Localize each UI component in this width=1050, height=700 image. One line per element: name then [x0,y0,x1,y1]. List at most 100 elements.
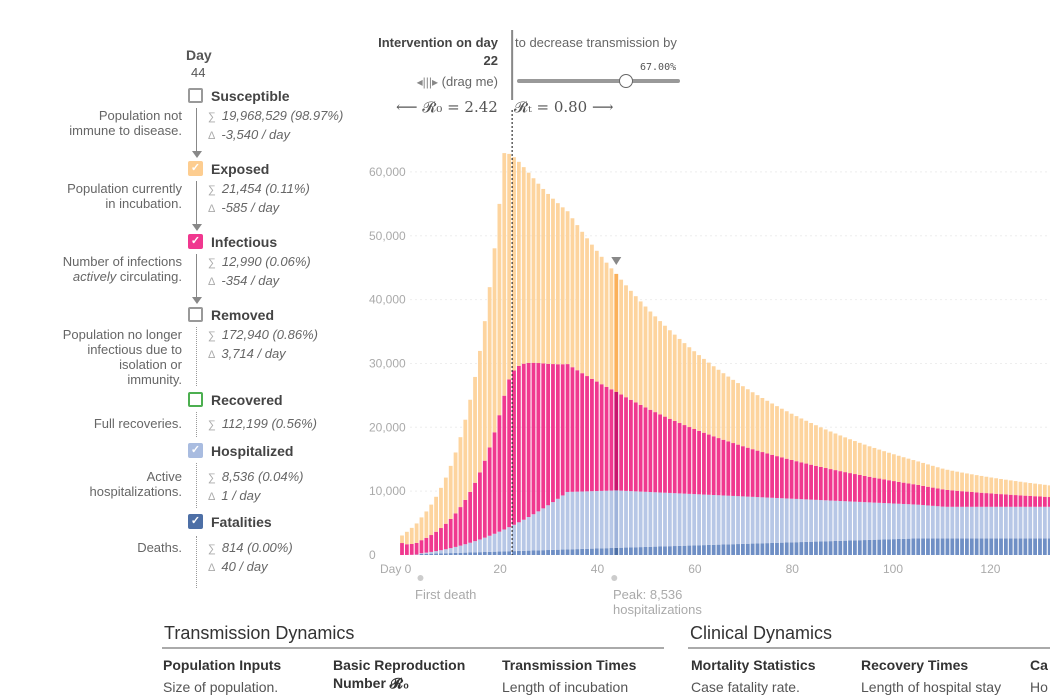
susceptible-checkbox[interactable] [188,88,203,103]
bar-hospitalized-day-111 [940,506,945,539]
bar-hospitalized-day-121 [989,506,994,539]
bar-hospitalized-day-34 [565,491,570,550]
bar-exposed-day-37 [580,231,585,374]
bar-exposed-day-13 [463,419,468,500]
bar-infectious-day-35 [570,367,575,492]
bar-infectious-day-0 [400,543,404,555]
bar-exposed-day-66 [721,373,726,440]
bar-infectious-day-63 [706,434,711,495]
recovered-description: Full recoveries. [93,416,182,431]
bar-fatalities-day-42 [604,548,609,555]
bar-hospitalized-day-28 [536,511,541,551]
bar-infectious-day-1 [404,544,409,555]
bar-fatalities-day-70 [741,543,745,555]
transmission-slider-knob[interactable] [619,74,634,88]
bar-infectious-day-42 [604,386,609,491]
bar-infectious-day-117 [969,491,974,507]
bar-fatalities-day-133 [1047,538,1050,555]
bar-fatalities-day-88 [828,541,833,555]
bar-infectious-day-25 [521,363,526,520]
bar-hospitalized-day-113 [950,506,955,539]
y-tick-label: 60,000 [369,165,406,179]
parameter-group-heading: Ca [1030,657,1048,673]
bar-exposed-day-40 [594,250,599,382]
bar-hospitalized-day-79 [784,498,789,543]
intervention-day: 22 [483,53,498,68]
bar-exposed-day-26 [526,172,531,363]
bar-hospitalized-day-57 [677,493,682,546]
bar-infectious-day-78 [779,457,784,499]
bar-hospitalized-day-26 [526,517,531,551]
bar-fatalities-day-124 [1003,538,1008,555]
drag-handle[interactable]: ◂|||▸ (drag me) [410,74,498,89]
delta-icon: Δ [208,349,216,361]
bar-fatalities-day-114 [955,538,960,555]
fatalities-checkbox[interactable]: ✓ [188,514,203,529]
bar-hospitalized-day-72 [750,496,755,544]
bar-exposed-day-113 [950,470,955,491]
bar-infectious-day-69 [736,444,740,497]
recovered-checkbox[interactable] [188,392,203,407]
bar-fatalities-day-69 [736,544,740,555]
transmission-slider-track[interactable] [517,79,680,83]
bar-infectious-day-76 [770,454,775,498]
bar-infectious-day-21 [502,395,507,530]
bar-infectious-day-66 [721,439,726,496]
bar-fatalities-day-31 [551,549,555,555]
bar-infectious-day-46 [624,397,628,491]
bar-fatalities-day-53 [658,546,663,555]
bar-hospitalized-day-47 [628,491,633,548]
bar-infectious-day-127 [1018,495,1023,507]
bar-exposed-day-23 [512,157,516,371]
bar-hospitalized-day-110 [935,506,940,539]
bar-infectious-day-128 [1023,495,1028,507]
bar-fatalities-day-32 [555,549,560,555]
bar-hospitalized-day-64 [711,495,716,545]
bar-hospitalized-day-103 [901,503,906,539]
hospitalized-checkbox[interactable]: ✓ [188,443,203,458]
delta-icon: Δ [208,203,216,215]
bar-hospitalized-day-124 [1003,506,1008,539]
bar-exposed-day-72 [750,392,755,450]
bar-fatalities-day-126 [1013,538,1018,555]
recovered-stats: ∑ 112,199 (0.56%) [208,415,317,434]
bar-hospitalized-day-58 [682,493,687,546]
bar-fatalities-day-106 [916,538,921,555]
bar-fatalities-day-74 [760,543,765,555]
bar-infectious-day-11 [453,513,458,547]
exposed-delta: -585 / day [221,200,280,215]
bar-infectious-day-114 [955,490,960,507]
bar-infectious-day-56 [672,420,677,494]
bar-fatalities-day-56 [672,546,677,555]
bar-hospitalized-day-132 [1042,506,1047,539]
bar-infectious-day-125 [1008,494,1013,507]
removed-checkbox[interactable] [188,307,203,322]
bar-hospitalized-day-51 [648,492,653,547]
bar-hospitalized-day-78 [779,498,784,543]
bar-infectious-day-82 [799,462,804,500]
bar-exposed-day-65 [716,369,721,439]
r0-label: ⟵ 𝓡₀ = 2.42 [396,98,498,116]
arrowhead-icon [192,297,202,304]
flow-connector [196,536,197,588]
bar-fatalities-day-116 [965,538,969,555]
section-title: Transmission Dynamics [164,623,355,643]
bar-infectious-day-17 [482,460,487,538]
bar-exposed-day-70 [741,386,745,447]
bar-exposed-day-132 [1042,484,1047,497]
bar-fatalities-day-12 [458,552,463,555]
bar-exposed-day-55 [667,330,672,419]
bar-infectious-day-106 [916,484,921,505]
removed-total: 172,940 (0.86%) [221,327,318,342]
bar-infectious-day-52 [653,412,658,493]
bar-exposed-day-38 [585,238,589,377]
recovered-total: 112,199 (0.56%) [221,416,318,431]
bar-fatalities-day-64 [711,544,716,555]
bar-infectious-day-123 [999,494,1003,507]
bar-hospitalized-day-92 [848,501,852,541]
exposed-checkbox[interactable]: ✓ [188,161,203,176]
infectious-checkbox[interactable]: ✓ [188,234,203,249]
bar-fatalities-day-68 [731,544,736,555]
bar-infectious-day-89 [833,470,838,501]
bar-hospitalized-day-15 [473,541,477,553]
